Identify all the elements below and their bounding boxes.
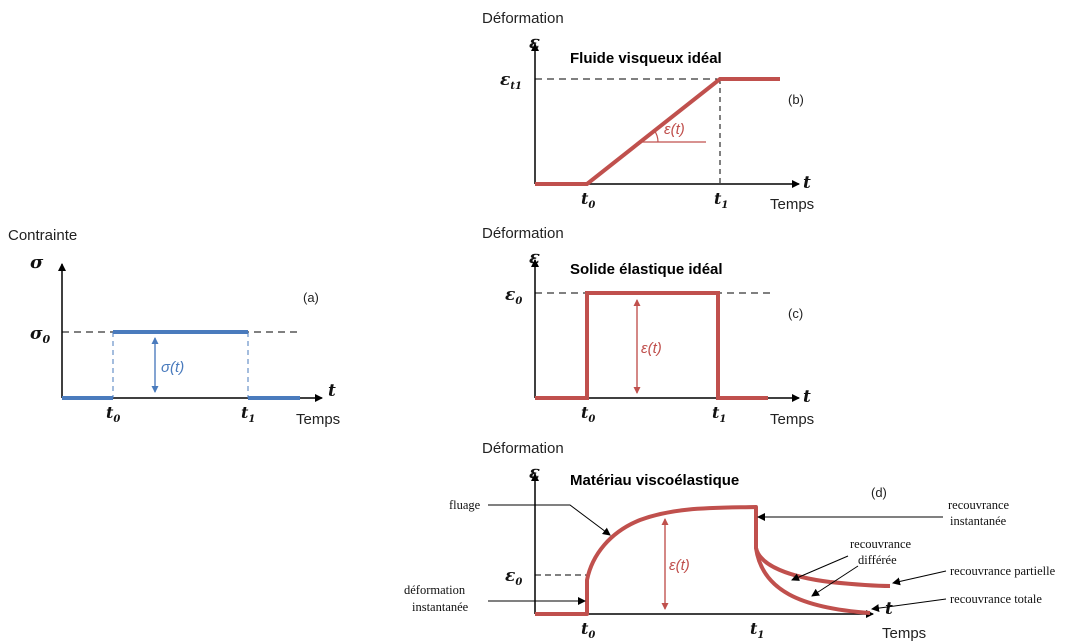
panel-b-tag: (b) — [788, 92, 804, 107]
panel-c-curve — [535, 291, 768, 400]
panel-d-curve-total — [754, 547, 871, 615]
annotation-rec-diff-line2: différée — [858, 553, 897, 567]
annotation-rec-inst-line2: instantanée — [950, 514, 1007, 528]
panel-c-axis-symbol: ε — [529, 247, 540, 268]
panel-b-xlabel: Temps — [770, 196, 814, 213]
annotation-rec-totale-pointer — [871, 598, 947, 613]
panel-c-level-label: ε0 — [505, 285, 522, 307]
panel-a-ylabel: Contrainte — [8, 227, 77, 244]
panel-c-xlabel: Temps — [770, 411, 814, 428]
panel-c-title: Solide élastique idéal — [570, 261, 723, 278]
panel-d-ylabel: Déformation — [482, 440, 564, 457]
annotation-rec-partielle: recouvrance partielle — [950, 564, 1056, 578]
annotation-deformation-line1: déformation — [404, 583, 466, 597]
panel-a-t-axis-label: t — [328, 381, 336, 401]
annotation-rec-diff-line1: recouvrance — [850, 537, 912, 551]
panel-c-tag: (c) — [788, 306, 803, 321]
panel-d-t1-label: t1 — [750, 619, 764, 641]
annotation-rec-diff-pointer-2 — [811, 565, 859, 597]
annotation-deformation-line2: instantanée — [412, 600, 469, 614]
panel-d-tag: (d) — [871, 485, 887, 500]
panel-d-t0-label: t0 — [581, 619, 595, 641]
annotation-fluage-pointer — [488, 504, 611, 536]
panel-c-elastic: Déformation ε Solide élastique idéal ε(t… — [482, 225, 814, 428]
annotation-rec-partielle-pointer — [892, 570, 947, 586]
panel-b-title: Fluide visqueux idéal — [570, 50, 722, 67]
panel-c-t-axis-label: t — [803, 387, 811, 407]
annotation-rec-inst-line1: recouvrance — [948, 498, 1010, 512]
panel-b-viscous: Déformation ε Fluide visqueux idéal ε(t)… — [482, 10, 814, 213]
panel-c-curve-label: ε(t) — [641, 340, 662, 357]
panel-b-angle-arc — [653, 129, 659, 143]
panel-a-tag: (a) — [303, 290, 319, 305]
panel-b-t1-label: t1 — [714, 189, 728, 211]
panel-b-t0-label: t0 — [581, 189, 595, 211]
panel-a-curve-label: σ(t) — [161, 359, 184, 376]
panel-d-level-label: ε0 — [505, 566, 522, 588]
panel-d-title: Matériau viscoélastique — [570, 472, 739, 489]
panel-a-axis-symbol: σ — [30, 252, 44, 273]
panel-c-t1-label: t1 — [712, 403, 726, 425]
panel-c-ylabel: Déformation — [482, 225, 564, 242]
panel-d-viscoelastic: Déformation ε Matériau viscoélastique ε(… — [404, 440, 1056, 642]
panel-b-curve-label: ε(t) — [664, 121, 685, 138]
panel-d-curve-partial — [535, 505, 891, 616]
panel-d-axis-symbol: ε — [529, 462, 540, 483]
panel-a-level-label: σ0 — [30, 324, 51, 346]
annotation-rec-totale: recouvrance totale — [950, 592, 1042, 606]
panel-b-t-axis-label: t — [803, 173, 811, 193]
panel-b-axis-symbol: ε — [529, 32, 540, 53]
panel-a-stress: Contrainte σ σ(t) σ0 (a) t t0 t1 Temps — [8, 227, 340, 428]
annotation-rec-diff-pointer-1 — [791, 555, 849, 581]
panel-c-t0-label: t0 — [581, 403, 595, 425]
annotation-fluage: fluage — [449, 498, 481, 512]
panel-b-curve — [535, 77, 780, 186]
panel-a-t1-label: t1 — [241, 403, 255, 425]
panel-d-xlabel: Temps — [882, 625, 926, 642]
panel-d-curve-label: ε(t) — [669, 557, 690, 574]
panel-d-t-axis-label: t — [885, 599, 893, 619]
panel-b-level-label: εt1 — [500, 70, 522, 92]
panel-b-ylabel: Déformation — [482, 10, 564, 27]
panel-a-xlabel: Temps — [296, 411, 340, 428]
panel-a-t0-label: t0 — [106, 403, 120, 425]
